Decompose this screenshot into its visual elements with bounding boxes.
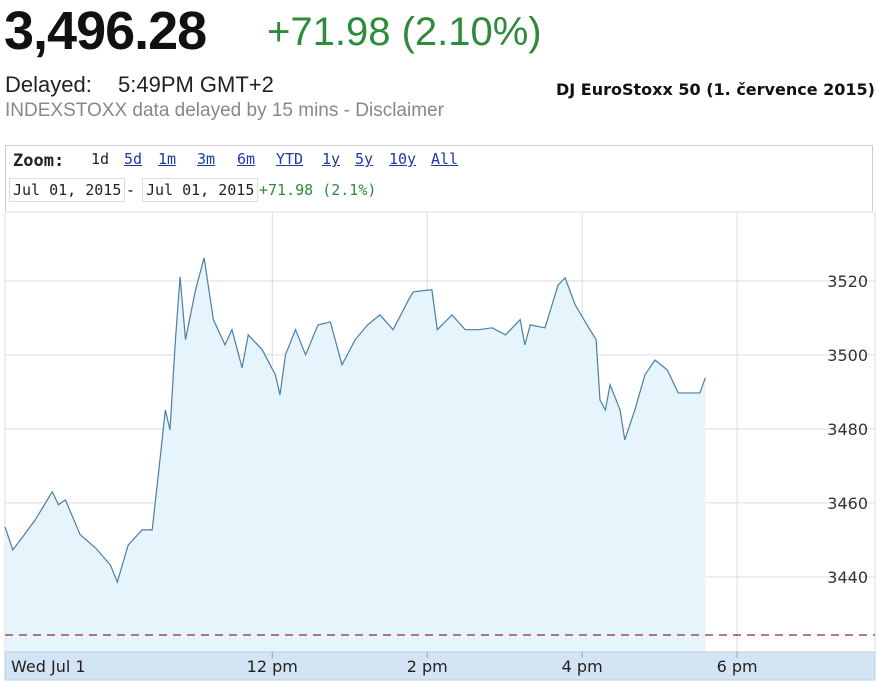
x-axis-bar <box>4 651 876 681</box>
zoom-option[interactable]: 3m <box>197 150 216 168</box>
delayed-time: 5:49PM GMT+2 <box>118 72 274 97</box>
price-line <box>4 257 706 584</box>
zoom-option[interactable]: All <box>431 150 459 168</box>
separator: - <box>126 181 136 199</box>
x-tick-label: 2 pm <box>407 657 448 676</box>
x-tick-label: 4 pm <box>562 657 603 676</box>
zoom-option[interactable]: 1m <box>158 150 177 168</box>
zoom-option[interactable]: 5d <box>124 150 143 168</box>
x-tick-label: 6 pm <box>717 657 758 676</box>
zoom-option[interactable]: YTD <box>276 150 304 168</box>
area-fill <box>5 257 706 652</box>
y-tick-label: 3440 <box>827 568 868 587</box>
to-date[interactable]: Jul 01, 2015 <box>142 178 259 202</box>
y-tick-label: 3500 <box>827 346 868 365</box>
x-tick-label: 12 pm <box>247 657 298 676</box>
y-tick-label: 3460 <box>827 494 868 513</box>
chart-title: DJ EuroStoxx 50 (1. července 2015) <box>556 80 875 99</box>
range-change: +71.98 (2.1%) <box>259 181 377 199</box>
zoom-option[interactable]: 1d <box>91 150 110 168</box>
date-label: Wed Jul 1 <box>11 657 86 676</box>
y-tick-label: 3480 <box>827 420 868 439</box>
price-change: +71.98 (2.10%) <box>267 10 542 54</box>
from-date[interactable]: Jul 01, 2015 <box>9 178 126 202</box>
price: 3,496.28 <box>4 1 207 61</box>
y-tick-label: 3520 <box>827 272 868 291</box>
zoom-option[interactable]: 6m <box>237 150 256 168</box>
disclaimer[interactable]: INDEXSTOXX data delayed by 15 mins - Dis… <box>5 100 444 121</box>
zoom-label: Zoom: <box>13 151 65 171</box>
zoom-option[interactable]: 5y <box>355 150 374 168</box>
zoom-option[interactable]: 1y <box>322 150 341 168</box>
toolbar: Zoom: Jul 01, 2015 - Jul 01, 2015 +71.98… <box>5 145 873 211</box>
delayed-label: Delayed: <box>5 72 92 97</box>
zoom-option[interactable]: 10y <box>389 150 417 168</box>
